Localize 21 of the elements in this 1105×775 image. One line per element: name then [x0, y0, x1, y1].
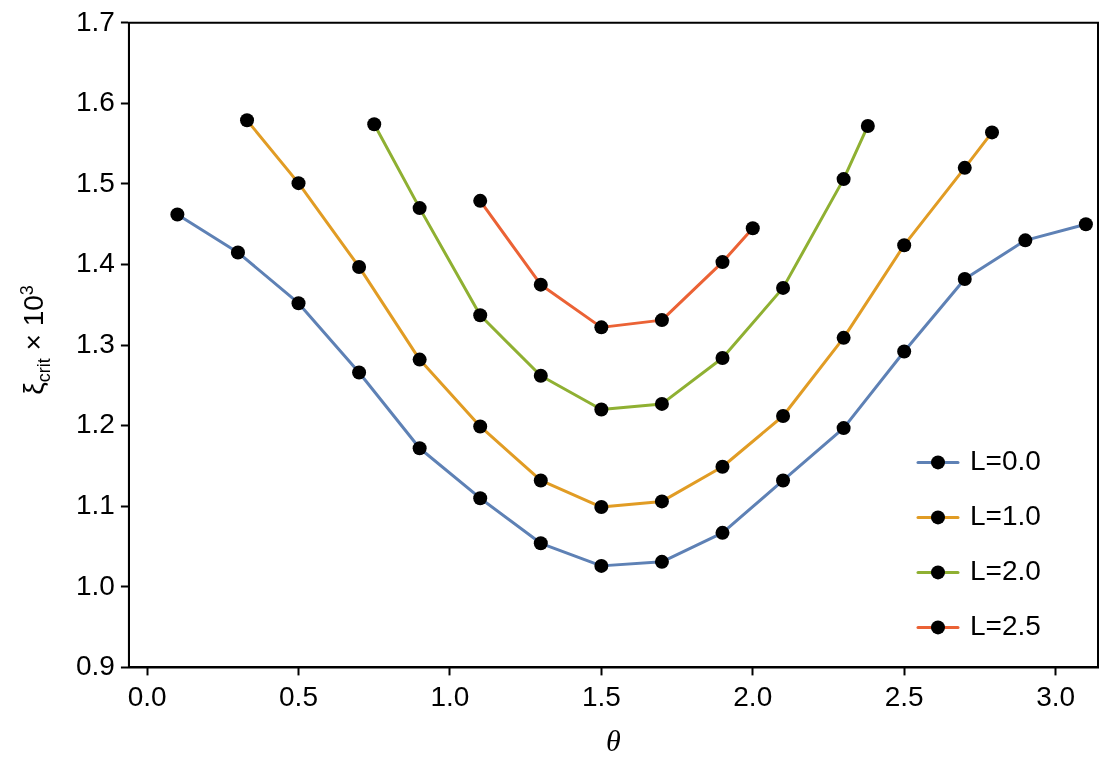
y-tick-label: 1.4 [75, 247, 115, 279]
x-tick-label: 0.5 [279, 680, 318, 712]
legend-label: L=2.0 [970, 555, 1041, 587]
x-tick-label: 1.0 [430, 680, 470, 712]
x-tick-label: 3.0 [1036, 680, 1076, 712]
x-tick-label: 1.5 [581, 680, 621, 712]
y-tick-label: 0.9 [75, 650, 115, 682]
y-tick-label: 1.7 [75, 5, 115, 37]
y-tick-label: 1.0 [75, 569, 115, 601]
x-tick-label: 2.0 [733, 680, 773, 712]
legend-label: L=1.0 [970, 500, 1041, 532]
legend-label: L=0.0 [970, 445, 1041, 477]
y-tick-label: 1.6 [75, 86, 115, 118]
y-tick-label: 1.2 [75, 408, 115, 440]
x-axis-title: θ [606, 723, 622, 757]
y-tick-label: 1.5 [75, 166, 115, 198]
legend-label: L=2.5 [970, 610, 1041, 642]
x-tick-label: 2.5 [884, 680, 924, 712]
y-tick-label: 1.1 [75, 488, 115, 520]
x-tick-label: 0.0 [127, 680, 167, 712]
y-tick-label: 1.3 [75, 327, 115, 359]
